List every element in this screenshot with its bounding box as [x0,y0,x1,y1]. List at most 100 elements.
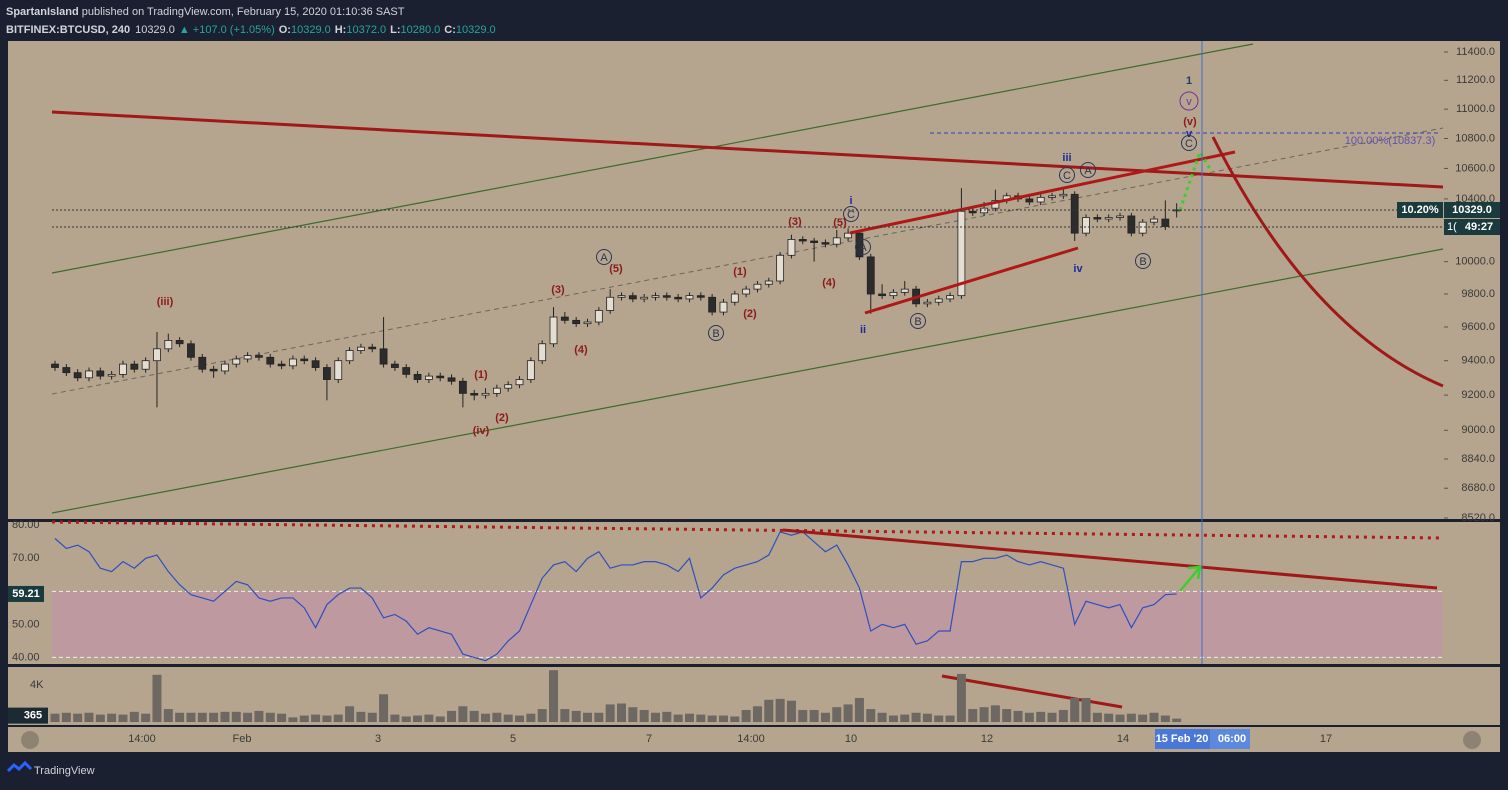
volume-bar [107,713,117,722]
change: ▲ +107.0 (+1.05%) [179,24,275,36]
wave-label: B [1139,256,1146,268]
volume-bar [492,712,502,722]
volume-bar [549,670,559,722]
volume-bar [61,712,71,722]
time-label: 5 [510,733,516,745]
candle-body [187,343,195,358]
candle-body [323,367,331,380]
candle-body [1025,198,1034,203]
volume-trend-line [941,674,1123,709]
volume-bar [968,709,978,722]
candle-body [674,296,683,300]
volume-bar [1138,714,1148,722]
volume-bar [605,704,615,722]
percent-tag-text: 10.20% [1401,204,1439,216]
wave-label: (4) [574,344,588,356]
trend-line [51,110,1444,189]
volume-bar [50,713,60,722]
candle-body [413,373,422,380]
wave-label: (3) [551,284,565,296]
wave-circle [1179,91,1199,111]
price-tick-label: 11400.0 [1456,46,1495,58]
price-tick-label: 8680.0 [1461,482,1495,494]
header-line1: SpartanIsland published on TradingView.c… [6,6,405,18]
candle-body [334,360,343,380]
projection-arc [1211,136,1444,388]
last: 10329.0 [135,24,175,36]
candle-body [62,367,71,374]
volume-bar [367,712,377,722]
wave-label: (iv) [473,425,490,437]
volume-bar [1070,697,1080,722]
volume-bar [752,706,762,722]
volume-bar [288,717,298,722]
volume-bar [447,710,457,722]
volume-bar [786,700,796,722]
volume-bar [481,713,491,722]
volume-bar [673,714,683,722]
volume-bar [469,710,479,722]
candle-body [957,210,966,297]
time-label: 06:00 [1218,733,1246,745]
candle-body [198,356,207,370]
candle-body [492,387,501,394]
wave-label: (3) [788,216,802,228]
volume-bar [129,711,139,722]
time-label: 14:00 [128,733,156,745]
settings-button[interactable] [1463,731,1481,749]
wave-circle [1059,167,1075,183]
wave-circle [1135,253,1151,269]
candle-body [946,295,954,300]
volume-bar [152,674,162,722]
time-label: 10 [845,733,857,745]
volume-bar [730,716,740,722]
time-label: 7 [646,733,652,745]
volume-bar [1081,697,1091,722]
price-pane [8,41,1500,519]
candle-body [357,346,365,351]
candle-body [968,210,977,214]
candle-body [107,373,116,377]
volume-bar [809,709,819,722]
candle-body [119,363,127,375]
volume-bar [84,712,94,722]
rsi-tag [8,585,44,602]
candle-body [821,242,830,245]
time-cursor-tag [1210,729,1250,749]
price-tick-label: 8520.0 [1461,512,1495,524]
candle-body [1161,218,1170,227]
candle-body [1127,215,1136,234]
volume-bar [571,710,581,722]
volume-bar [979,707,989,722]
candle-body [934,298,943,303]
price-tick-label: 9600.0 [1461,321,1495,333]
wave-label: (iii) [157,296,174,308]
price-tick-label: 10400.0 [1455,193,1495,205]
volume-bar [254,710,264,722]
candle-body [209,368,218,372]
candle-body [470,392,479,396]
candle-body [844,232,852,239]
volume-bar [1115,714,1125,722]
scroll-button[interactable] [21,731,39,749]
volume-bar [1002,709,1012,722]
wave-label: (4) [822,277,836,289]
candle-body [164,340,173,350]
volume-bar [118,714,128,722]
wave-circle [855,239,871,255]
wave-circle [1080,162,1096,178]
volume-bar [515,715,525,722]
percent-tag [1397,202,1443,218]
time-axis [8,727,1500,752]
candle-body [549,316,558,345]
candle-body [255,355,263,358]
candle-body [753,283,762,290]
wave-label: A [1084,165,1092,177]
wave-circle [708,325,724,341]
candle-body [1116,215,1124,218]
volume-bar [945,715,955,722]
volume-bar [424,714,434,722]
wave-label: C [847,209,855,221]
wave-label: C [1185,138,1193,150]
wave-label: 1 [1186,75,1192,87]
